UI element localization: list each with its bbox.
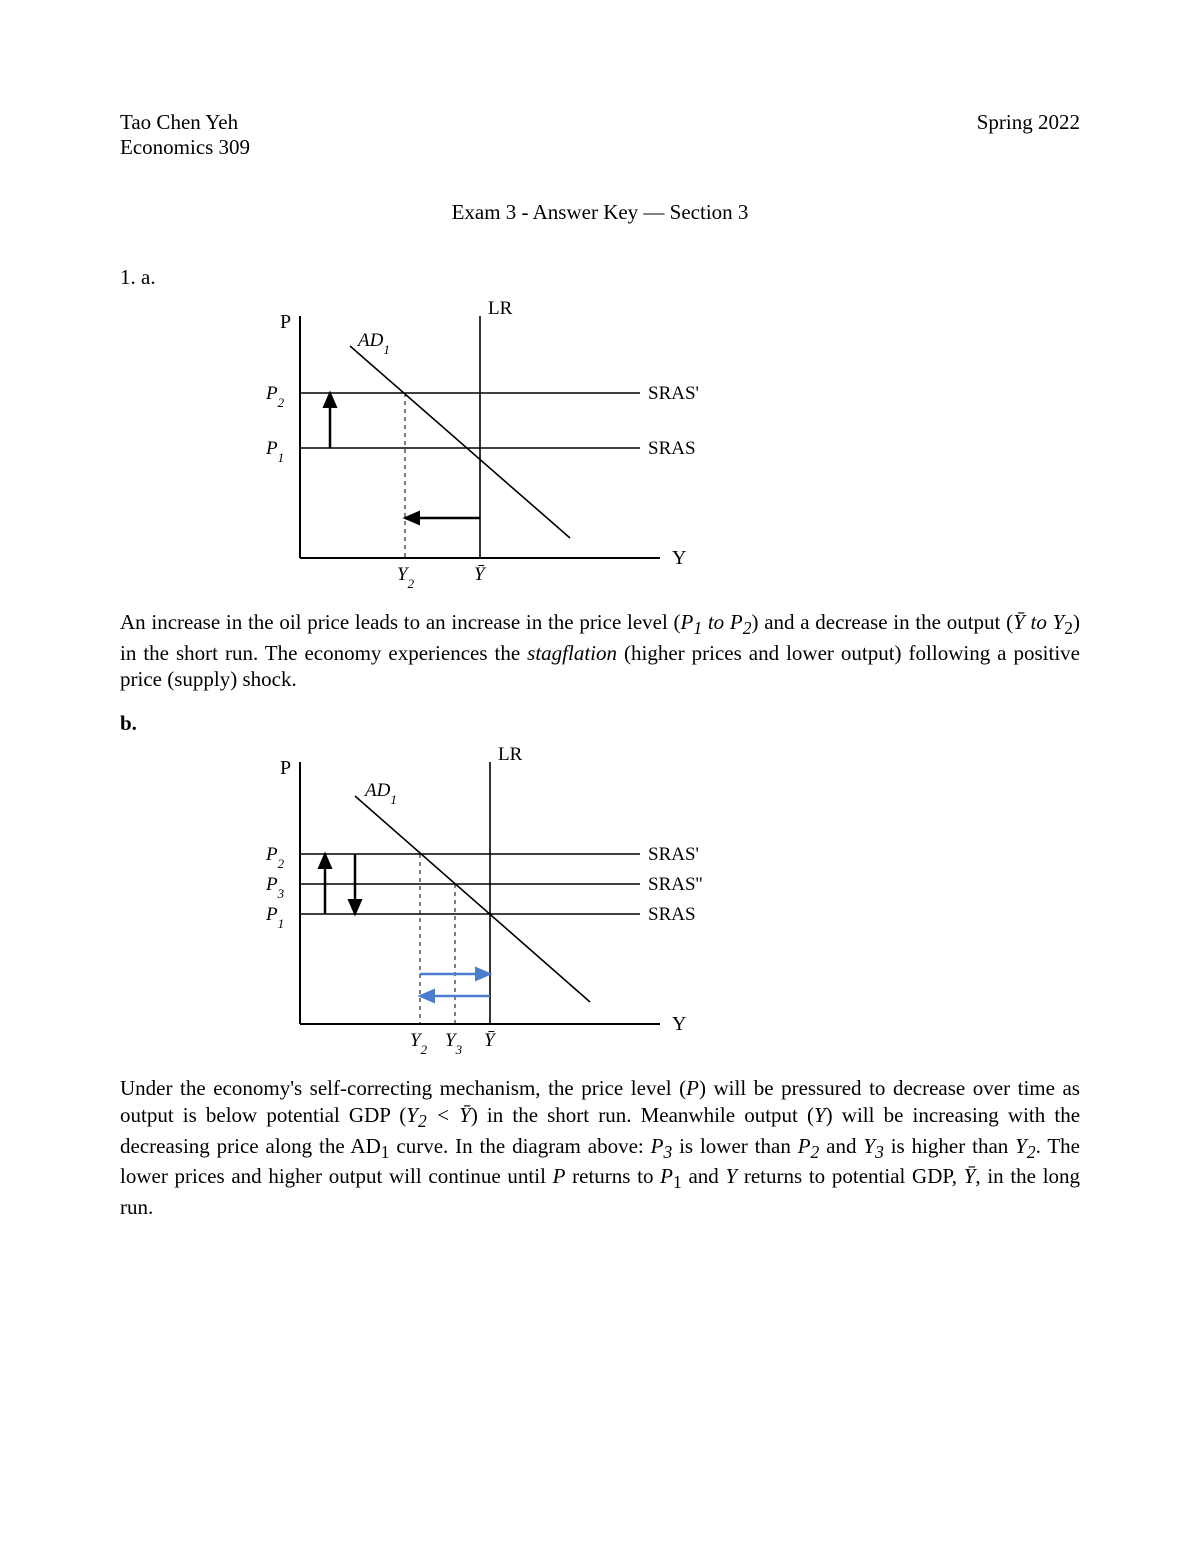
doc-title: Exam 3 - Answer Key — Section 3 bbox=[120, 200, 1080, 225]
svg-text:Y2: Y2 bbox=[397, 564, 415, 591]
q1b-explain: Under the economy's self-correcting mech… bbox=[120, 1075, 1080, 1220]
header-right: Spring 2022 bbox=[977, 110, 1080, 160]
svg-text:P1: P1 bbox=[265, 438, 284, 465]
term: Spring 2022 bbox=[977, 110, 1080, 135]
svg-text:AD1: AD1 bbox=[356, 330, 390, 357]
svg-text:AD1: AD1 bbox=[363, 780, 397, 807]
svg-text:LR: LR bbox=[488, 298, 513, 319]
svg-text:P: P bbox=[280, 757, 291, 779]
svg-text:P2: P2 bbox=[265, 383, 285, 410]
header: Tao Chen Yeh Economics 309 Spring 2022 bbox=[120, 110, 1080, 160]
svg-text:P: P bbox=[280, 311, 291, 333]
svg-text:Y: Y bbox=[672, 1013, 686, 1035]
diagram-b-svg: P Y LR AD1 SRAS' SRAS'' SRAS P2 P3 P1 Y2 Y3 Ȳ bbox=[190, 744, 730, 1064]
svg-text:Y: Y bbox=[672, 547, 686, 569]
svg-text:SRAS: SRAS bbox=[648, 904, 696, 925]
svg-text:Ȳ: Ȳ bbox=[484, 1030, 497, 1051]
svg-text:SRAS'': SRAS'' bbox=[648, 874, 702, 895]
svg-text:P1: P1 bbox=[265, 904, 284, 931]
svg-text:LR: LR bbox=[498, 744, 523, 765]
author-name: Tao Chen Yeh bbox=[120, 110, 250, 135]
svg-text:SRAS': SRAS' bbox=[648, 844, 699, 865]
svg-text:SRAS: SRAS bbox=[648, 438, 696, 459]
diagram-a: P Y LR AD1 SRAS SRAS' P1 P2 Y2 Ȳ bbox=[190, 298, 790, 603]
svg-text:SRAS': SRAS' bbox=[648, 383, 699, 404]
svg-text:P2: P2 bbox=[265, 844, 285, 871]
q1a-explain: An increase in the oil price leads to an… bbox=[120, 609, 1080, 693]
svg-text:P3: P3 bbox=[265, 874, 285, 901]
diagram-b: P Y LR AD1 SRAS' SRAS'' SRAS P2 P3 P1 Y2 Y3 Ȳ bbox=[190, 744, 790, 1069]
diagram-a-svg: P Y LR AD1 SRAS SRAS' P1 P2 Y2 Ȳ bbox=[190, 298, 730, 598]
course-name: Economics 309 bbox=[120, 135, 250, 160]
page: Tao Chen Yeh Economics 309 Spring 2022 E… bbox=[0, 0, 1200, 1553]
svg-text:Y2: Y2 bbox=[410, 1030, 428, 1057]
q1b-label: b. bbox=[120, 711, 1080, 736]
q1a-label: 1. a. bbox=[120, 265, 1080, 290]
header-left: Tao Chen Yeh Economics 309 bbox=[120, 110, 250, 160]
svg-text:Y3: Y3 bbox=[445, 1030, 463, 1057]
svg-text:Ȳ: Ȳ bbox=[474, 564, 487, 585]
